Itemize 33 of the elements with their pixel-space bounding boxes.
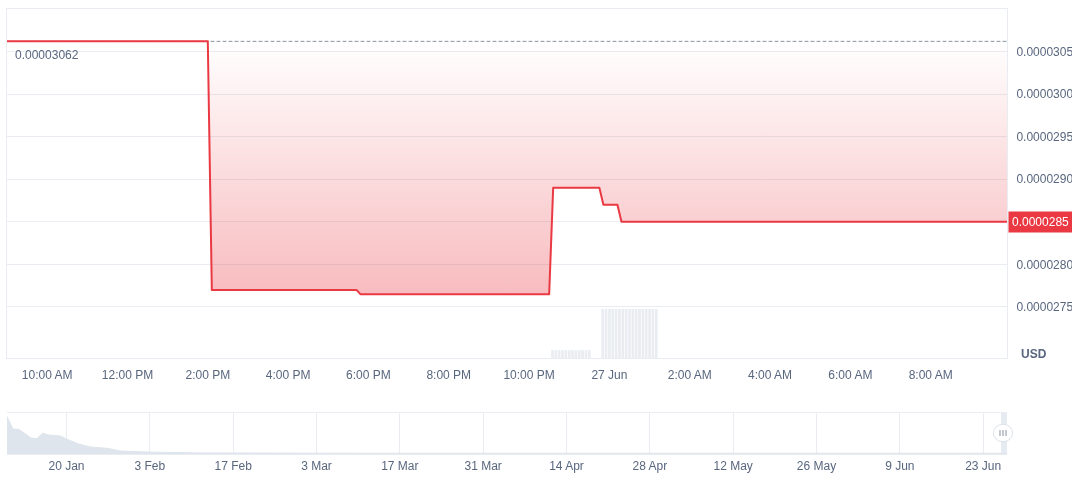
- x-tick-label: 17 Mar: [381, 459, 419, 474]
- x-tick-label: 14 Apr: [549, 459, 584, 474]
- x-tick-label: 6:00 PM: [346, 368, 391, 383]
- x-tick-label: 4:00 AM: [748, 368, 793, 383]
- x-tick-label: 12 May: [713, 459, 753, 474]
- x-tick-label: 4:00 PM: [265, 368, 311, 383]
- x-tick-label: 8:00 AM: [908, 368, 953, 383]
- x-tick-label: 12:00 PM: [101, 368, 154, 383]
- x-tick-label: 26 May: [796, 459, 837, 474]
- x-tick-label: 17 Feb: [214, 459, 253, 474]
- y-tick-label: 0.0000300: [1016, 87, 1072, 102]
- y-tick-label: 0.0000295: [1016, 129, 1072, 144]
- x-tick-label: 28 Apr: [632, 459, 668, 474]
- x-tick-label: 8:00 PM: [426, 368, 472, 383]
- x-tick-label: 31 Mar: [464, 459, 502, 474]
- y-tick-label: 0.0000305: [1016, 44, 1072, 59]
- x-tick-label: 6:00 AM: [828, 368, 873, 383]
- x-tick-label: 2:00 PM: [185, 368, 231, 383]
- y-tick-label: 0.0000275: [1016, 300, 1072, 315]
- x-tick-label: 23 Jun: [965, 459, 1002, 474]
- x-tick-label: 10:00 PM: [503, 368, 555, 383]
- x-tick-label: 2:00 AM: [667, 368, 712, 383]
- x-tick-label: 27 Jun: [591, 368, 628, 383]
- x-tick-label: 3 Mar: [301, 459, 332, 474]
- x-tick-label: 3 Feb: [134, 459, 166, 474]
- ref-line-label: 0.00003062: [15, 48, 79, 62]
- y-tick-label: 0.0000280: [1016, 257, 1072, 272]
- x-tick-label: 20 Jan: [48, 459, 85, 474]
- y-tick-label: 0.0000290: [1016, 172, 1072, 187]
- x-tick-label: 10:00 AM: [21, 368, 73, 383]
- x-tick-label: 9 Jun: [885, 459, 915, 474]
- data-label: 0.0000285: [1012, 215, 1070, 229]
- y-axis-title: USD: [1021, 347, 1047, 361]
